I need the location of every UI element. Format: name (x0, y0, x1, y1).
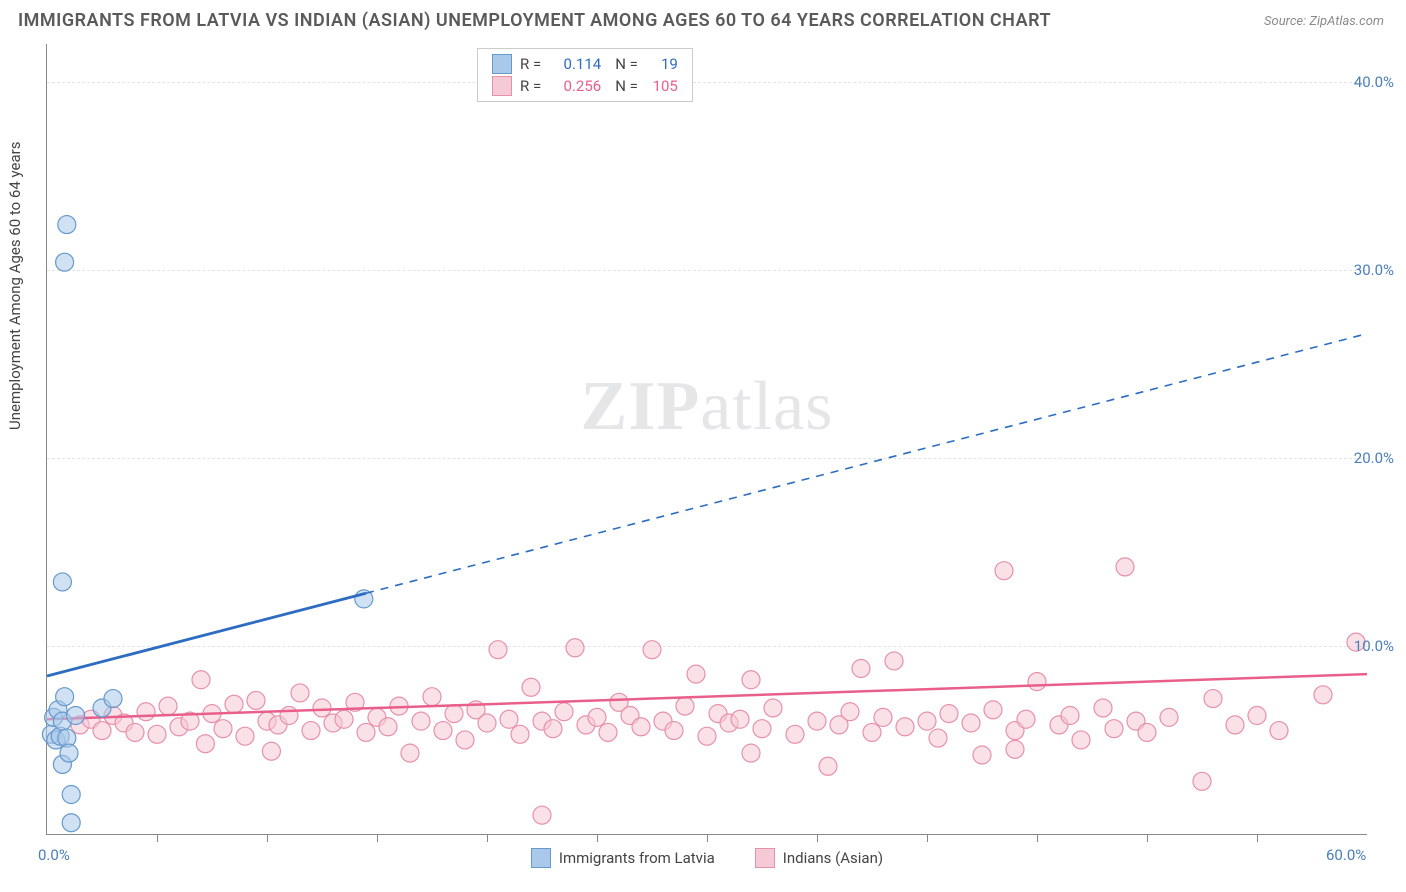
legend-swatch-series-2 (755, 848, 775, 868)
legend-label-series-2: Indians (Asian) (783, 849, 883, 867)
n-value-series-2: 105 (642, 77, 678, 95)
correlation-stats-box: R = 0.114 N = 19 R = 0.256 N = 105 (477, 48, 693, 102)
r-value-series-1: 0.114 (545, 55, 601, 73)
legend: Immigrants from Latvia Indians (Asian) (47, 848, 1367, 868)
x-tick-label: 0.0% (38, 846, 70, 864)
n-value-series-1: 19 (642, 55, 678, 73)
legend-swatch-series-1 (531, 848, 551, 868)
legend-item-series-1: Immigrants from Latvia (531, 848, 715, 868)
chart-svg (47, 44, 1367, 834)
swatch-series-2 (492, 76, 512, 96)
swatch-series-1 (492, 54, 512, 74)
stats-row-series-1: R = 0.114 N = 19 (478, 53, 692, 75)
legend-label-series-1: Immigrants from Latvia (559, 849, 715, 867)
legend-item-series-2: Indians (Asian) (755, 848, 883, 868)
plot-area: ZIPatlas R = 0.114 N = 19 R = 0.256 N = … (46, 44, 1367, 835)
y-tick-label: 40.0% (1354, 73, 1394, 91)
x-tick-label: 60.0% (1326, 846, 1366, 864)
stats-row-series-2: R = 0.256 N = 105 (478, 75, 692, 97)
source-attribution: Source: ZipAtlas.com (1264, 14, 1384, 29)
r-value-series-2: 0.256 (545, 77, 601, 95)
y-tick-label: 20.0% (1354, 449, 1394, 467)
chart-title: IMMIGRANTS FROM LATVIA VS INDIAN (ASIAN)… (18, 10, 1051, 31)
y-tick-label: 10.0% (1354, 637, 1394, 655)
y-axis-label: Unemployment Among Ages 60 to 64 years (6, 142, 24, 430)
chart-container: IMMIGRANTS FROM LATVIA VS INDIAN (ASIAN)… (0, 0, 1406, 892)
y-tick-label: 30.0% (1354, 261, 1394, 279)
